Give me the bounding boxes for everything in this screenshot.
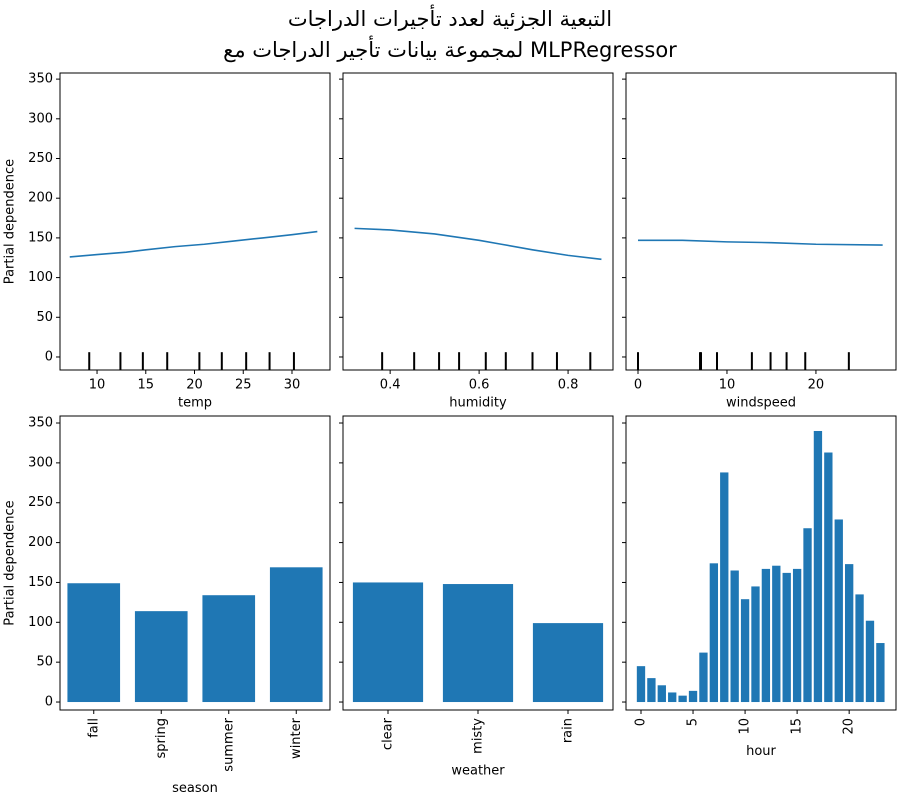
y-tick-label: 100	[28, 615, 53, 630]
bar	[772, 565, 781, 703]
x-tick-label: 20	[808, 378, 825, 393]
axes-frame	[59, 72, 331, 371]
y-tick-label: 200	[28, 535, 53, 550]
figure-title: التبعية الجزئية لعدد تأجيرات الدراجات	[288, 4, 612, 31]
bar	[699, 652, 708, 703]
x-tick-label: 0	[633, 718, 648, 726]
bar	[720, 472, 729, 703]
x-tick-label: 10	[719, 378, 736, 393]
bar	[865, 620, 875, 703]
bar	[202, 595, 256, 703]
y-tick-label: 250	[28, 151, 53, 166]
x-axis-label: hour	[746, 744, 776, 759]
pd-line	[354, 227, 602, 261]
bar	[657, 685, 666, 703]
x-tick-label: summer	[221, 717, 236, 771]
bar	[751, 586, 760, 703]
y-tick-label: 0	[45, 349, 53, 364]
x-tick-label: 30	[284, 378, 301, 393]
bar	[855, 594, 864, 703]
bar	[813, 430, 823, 703]
y-axis-label: Partial dependence	[3, 500, 18, 625]
x-tick-label: misty	[471, 718, 486, 754]
y-tick-label: 250	[28, 495, 53, 510]
y-tick-label: 300	[28, 455, 53, 470]
y-tick-label: 150	[28, 230, 53, 245]
bar	[668, 692, 677, 703]
bar	[876, 643, 885, 703]
bar	[782, 572, 791, 703]
bar	[678, 695, 687, 703]
x-axis-label: season	[172, 781, 218, 796]
x-tick-label: 0.8	[558, 378, 579, 393]
x-tick-label: spring	[154, 718, 169, 758]
y-tick-label: 350	[28, 72, 53, 87]
x-axis-label: windspeed	[726, 396, 796, 411]
x-tick-label: 15	[138, 378, 155, 393]
axes-frame	[625, 72, 897, 371]
y-tick-label: 300	[28, 111, 53, 126]
y-tick-label: 50	[36, 655, 53, 670]
x-tick-label: 20	[842, 718, 857, 735]
bar	[532, 623, 604, 703]
x-tick-label: 10	[89, 378, 106, 393]
x-tick-label: 0.4	[380, 378, 401, 393]
pd-line	[69, 230, 318, 258]
bar	[442, 584, 514, 703]
x-tick-label: 0	[634, 378, 642, 393]
bar	[709, 563, 719, 703]
y-tick-label: 50	[36, 310, 53, 325]
bar	[803, 528, 812, 703]
x-tick-label: fall	[86, 718, 101, 738]
bar	[761, 568, 771, 703]
x-tick-label: 25	[235, 378, 252, 393]
bar	[134, 611, 188, 703]
bar	[824, 452, 833, 703]
bar	[688, 690, 698, 703]
x-tick-label: clear	[381, 717, 396, 750]
x-tick-label: 15	[790, 718, 805, 735]
y-tick-label: 0	[45, 695, 53, 710]
bar	[647, 678, 656, 703]
x-tick-label: winter	[289, 717, 304, 759]
bar	[730, 570, 739, 703]
y-axis-label: Partial dependence	[3, 159, 18, 284]
bar	[740, 599, 750, 703]
y-tick-label: 100	[28, 270, 53, 285]
x-tick-label: 0.6	[469, 378, 490, 393]
x-tick-label: 5	[686, 718, 701, 726]
x-axis-label: weather	[451, 763, 505, 778]
x-axis-label: temp	[178, 396, 212, 411]
bar	[67, 583, 121, 703]
x-tick-label: 10	[738, 718, 753, 735]
pd-line	[638, 239, 883, 246]
bar	[834, 519, 843, 703]
bar	[269, 567, 323, 703]
figure-title: لمجموعة بيانات تأجير الدراجات مع MLPRegr…	[223, 35, 677, 62]
bar	[792, 568, 802, 703]
x-tick-label: rain	[561, 718, 576, 743]
bar	[844, 564, 854, 703]
bar	[636, 666, 646, 703]
x-tick-label: 20	[186, 378, 203, 393]
axes-frame	[59, 415, 331, 711]
y-tick-label: 200	[28, 191, 53, 206]
axes-frame	[625, 415, 897, 711]
y-tick-label: 150	[28, 575, 53, 590]
bar	[352, 582, 424, 703]
axes-frame	[342, 415, 614, 711]
x-axis-label: humidity	[449, 396, 507, 411]
y-tick-label: 350	[28, 416, 53, 431]
axes-frame	[342, 72, 614, 371]
